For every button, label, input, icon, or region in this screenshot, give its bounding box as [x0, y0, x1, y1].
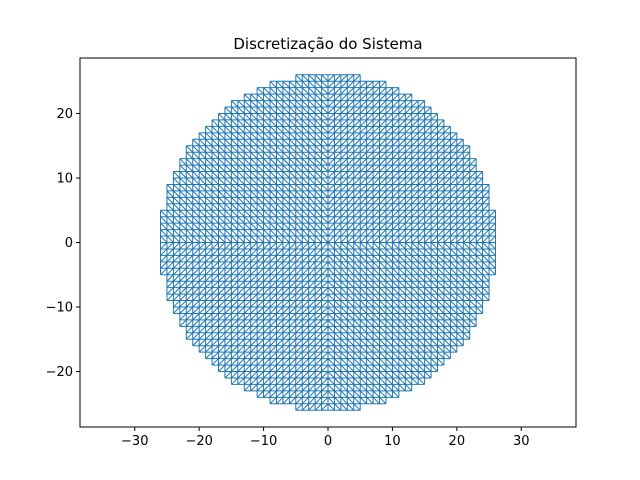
x-tick-label: 30	[513, 434, 530, 449]
y-tick-label: −10	[46, 301, 73, 316]
y-tick-label: 10	[56, 171, 73, 186]
x-tick-label: −10	[250, 434, 277, 449]
mesh-edges	[160, 74, 496, 411]
x-tick-label: −30	[121, 434, 148, 449]
x-tick-label: 0	[324, 434, 332, 449]
mesh	[160, 74, 496, 411]
chart-title: Discretização do Sistema	[233, 35, 422, 53]
x-tick-label: −20	[185, 434, 212, 449]
x-axis: −30 −20 −10 0 10 20 30	[121, 427, 530, 449]
y-tick-label: −20	[46, 365, 73, 380]
y-tick-label: 0	[65, 236, 73, 251]
y-axis: −20 −10 0 10 20	[46, 107, 80, 380]
y-tick-label: 20	[56, 107, 73, 122]
x-tick-label: 10	[384, 434, 401, 449]
x-tick-label: 20	[449, 434, 466, 449]
